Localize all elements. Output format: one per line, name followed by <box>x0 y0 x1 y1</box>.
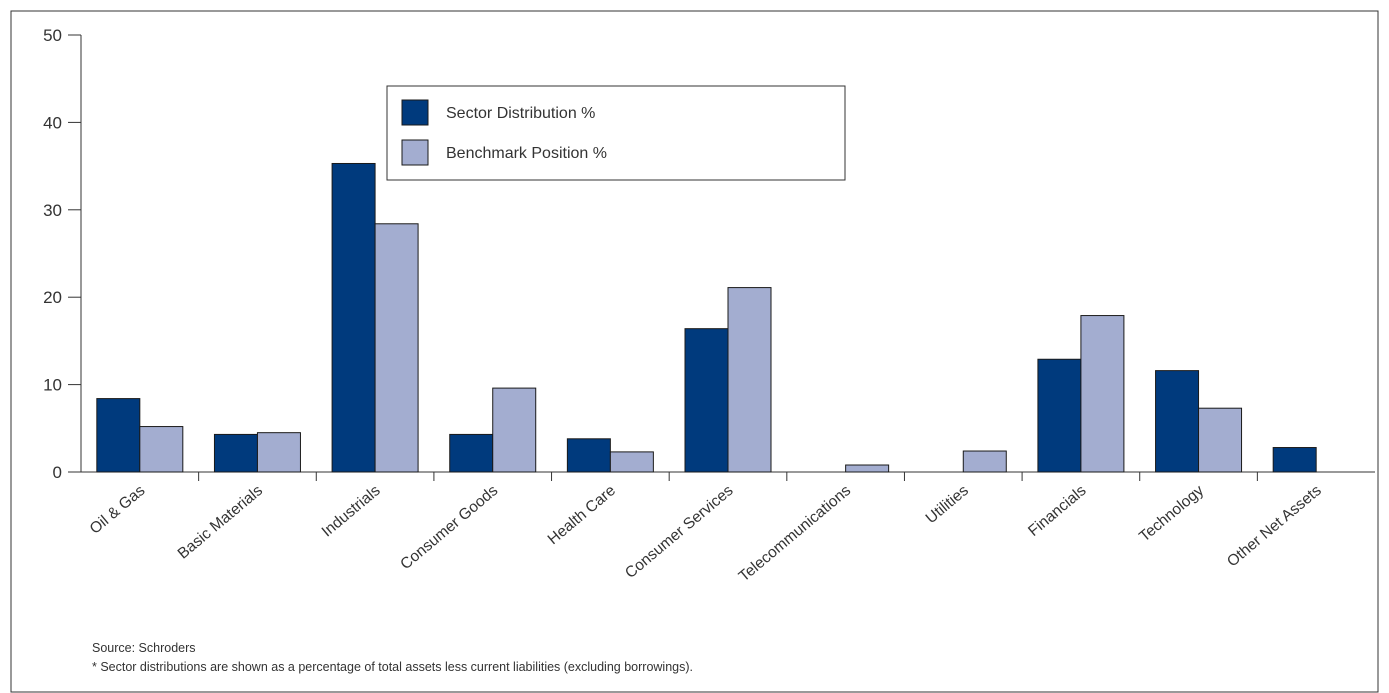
bar-sector <box>1155 370 1200 473</box>
legend-swatch <box>401 139 429 166</box>
x-category-label: Consumer Services <box>622 482 737 582</box>
footnote: * Sector distributions are shown as a pe… <box>92 660 693 674</box>
figure-frame <box>10 10 1379 693</box>
legend: Sector Distribution % Benchmark Position … <box>386 85 846 181</box>
x-category-label: Industrials <box>319 482 384 541</box>
bar-benchmark <box>256 432 301 473</box>
y-tick-label: 30 <box>43 201 62 220</box>
bars <box>96 162 1317 473</box>
bar-sector <box>449 433 494 473</box>
bar-benchmark <box>609 451 654 473</box>
y-axis: 0 10 20 30 40 50 <box>43 26 82 482</box>
legend-box <box>386 85 846 181</box>
y-tick-label: 50 <box>43 26 62 45</box>
bar-sector <box>684 328 729 473</box>
x-category-label: Technology <box>1136 482 1207 546</box>
y-tick-label: 20 <box>43 288 62 307</box>
source-note: Source: Schroders <box>92 641 196 655</box>
bar-sector <box>213 433 258 473</box>
legend-label: Benchmark Position % <box>446 145 607 162</box>
legend-swatch <box>401 99 429 126</box>
x-category-label: Oil & Gas <box>87 482 149 538</box>
x-category-label: Financials <box>1025 482 1090 540</box>
x-axis: Oil & Gas Basic Materials Industrials Consu… <box>81 471 1375 585</box>
bar-benchmark <box>1198 407 1243 473</box>
bar-benchmark <box>845 464 890 473</box>
y-tick-label: 10 <box>43 376 62 395</box>
bar-benchmark <box>1080 315 1125 473</box>
bar-benchmark <box>492 387 537 473</box>
x-category-label: Telecommunications <box>736 482 855 585</box>
x-category-label: Basic Materials <box>175 482 267 563</box>
bar-benchmark <box>139 426 184 473</box>
x-category-label: Utilities <box>923 482 972 527</box>
y-tick-label: 0 <box>53 463 62 482</box>
x-category-label: Consumer Goods <box>397 482 501 573</box>
bar-sector <box>96 398 141 473</box>
bar-benchmark <box>374 223 419 473</box>
bar-sector <box>1272 447 1317 473</box>
x-category-label: Health Care <box>545 482 619 548</box>
bar-sector <box>566 438 611 473</box>
bar-benchmark <box>962 450 1007 473</box>
legend-label: Sector Distribution % <box>446 105 595 122</box>
y-tick-label: 40 <box>43 113 62 132</box>
bar-sector <box>331 162 376 473</box>
bar-sector <box>1037 358 1082 473</box>
bar-benchmark <box>727 287 772 473</box>
x-category-label: Other Net Assets <box>1224 482 1325 570</box>
